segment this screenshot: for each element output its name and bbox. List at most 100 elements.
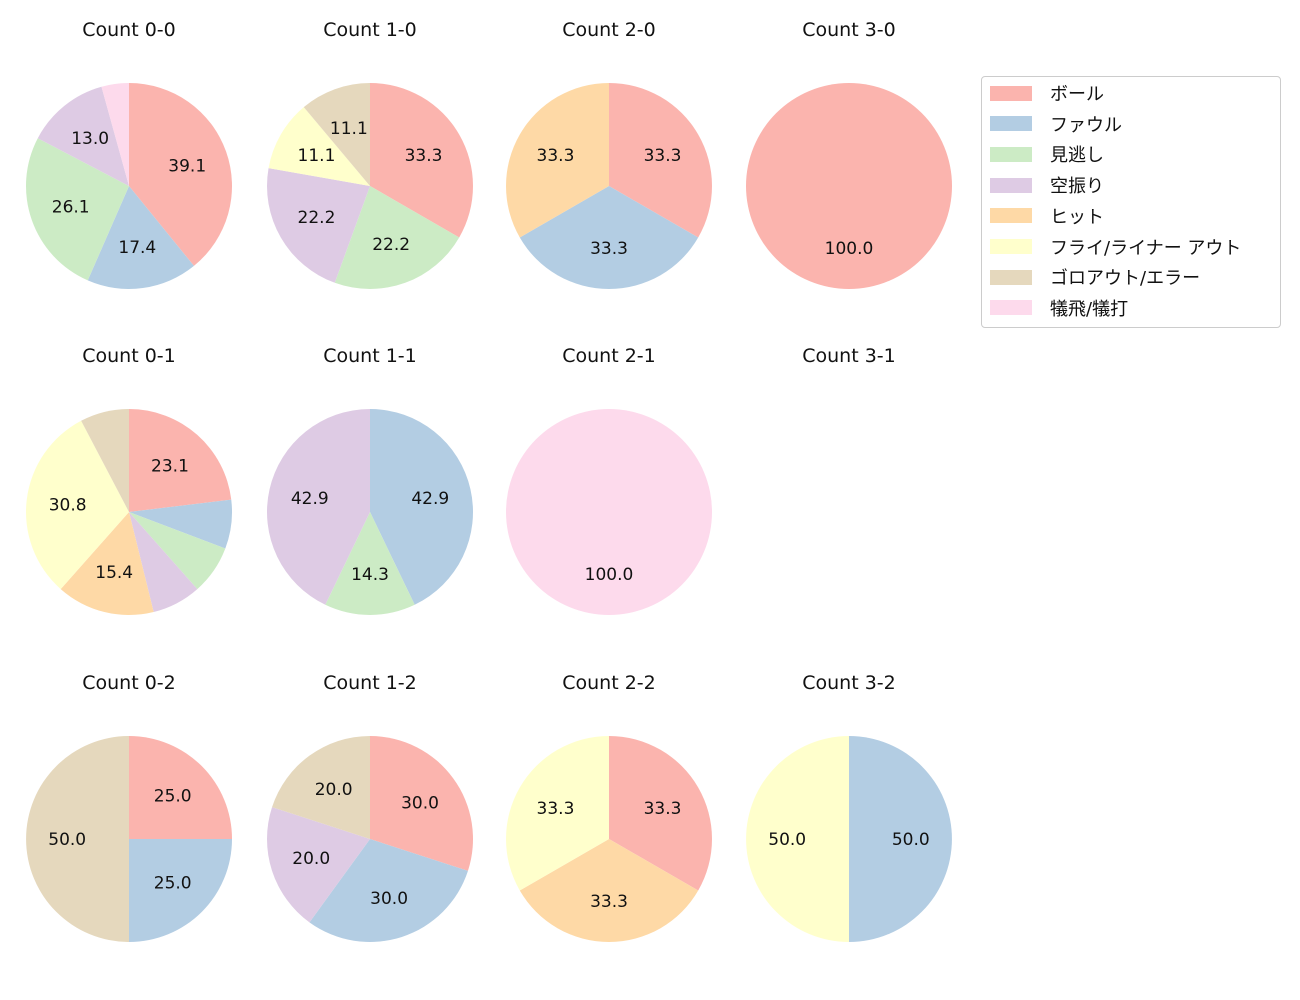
pie-data-label: 30.0 [401,794,439,814]
legend-swatch [990,300,1032,316]
legend-swatch [990,146,1032,162]
legend-item: ゴロアウト/エラー [990,267,1201,290]
pie-slice-4-1 [129,499,232,549]
pie-slice-10-5 [506,736,609,891]
pie-data-label: 33.3 [405,146,443,166]
legend-swatch [990,116,1032,132]
pie-data-label: 33.3 [644,146,682,166]
legend-item: ヒット [990,206,1104,228]
pie-title: Count 0-1 [82,345,176,367]
legend-swatch [990,85,1032,101]
pie-slice-4-0 [129,409,232,512]
pie-slice-9-0 [370,736,474,871]
pie-slice-4-5 [25,420,130,590]
pie-slice-0-1 [87,186,194,290]
pie-title: Count 1-2 [323,672,417,694]
pie-title: Count 2-0 [562,19,656,41]
pie-data-label: 33.3 [590,239,628,259]
pie-title: Count 3-1 [802,345,896,367]
pie-slice-1-3 [267,168,370,283]
pie-data-label: 15.4 [95,563,133,583]
pie-data-label: 50.0 [48,830,86,850]
pie-slice-11-5 [746,736,849,942]
legend-label: ヒット [1050,206,1104,228]
pie-slice-0-2 [25,138,130,281]
legend-label: 空振り [1050,176,1104,198]
pie-data-label: 23.1 [151,457,189,477]
pie-data-label: 30.0 [370,889,408,909]
pie-slice-5-3 [266,409,370,605]
legend-item: ファウル [990,114,1122,136]
pie-data-label: 100.0 [585,565,634,585]
pie-data-label: 26.1 [52,197,90,217]
pie-data-label: 30.8 [49,496,87,516]
legend-item: 犠飛/犠打 [990,298,1128,320]
pie-data-label: 25.0 [154,874,192,894]
legend-item: 空振り [990,175,1104,198]
pie-data-label: 20.0 [315,780,353,800]
pie-slice-8-0 [129,736,232,839]
pie-slice-5-2 [325,512,415,616]
pie-data-label: 22.2 [372,235,410,255]
pie-slice-1-0 [370,83,473,238]
pie-slice-1-2 [334,186,460,289]
legend-swatch [990,269,1032,285]
legend-label: ゴロアウト/エラー [1050,268,1201,290]
pie-title: Count 1-1 [323,345,417,367]
pie-slice-10-0 [609,736,712,891]
pie-title: Count 0-2 [82,672,176,694]
pie-data-label: 42.9 [291,489,329,509]
pie-slice-2-0 [609,83,712,238]
pie-slice-9-3 [267,807,370,923]
pie-slice-0-0 [129,83,233,266]
legend-label: ボール [1050,84,1104,105]
legend-label: ファウル [1050,114,1122,136]
pie-slice-9-6 [272,736,370,839]
pie-data-label: 33.3 [590,892,628,912]
legend-item: ボール [990,83,1104,105]
pie-data-label: 13.0 [71,129,109,149]
pie-title: Count 2-1 [562,345,656,367]
pie-data-label: 33.3 [537,799,575,819]
pie-slice-4-4 [60,512,154,615]
pie-data-label: 50.0 [892,830,930,850]
pie-slice-5-1 [370,409,474,605]
pie-slice-3-0 [746,83,952,289]
pie-slice-0-7 [101,83,129,186]
pie-slice-1-5 [268,107,370,186]
pie-data-label: 33.3 [644,799,682,819]
pie-title: Count 3-2 [802,672,896,694]
pie-data-label: 22.2 [298,208,336,228]
pie-slice-11-1 [849,736,952,942]
legend-item: フライ/ライナー アウト [990,237,1241,259]
pie-slice-4-3 [129,512,198,613]
legend-swatch [990,208,1032,224]
pie-data-label: 39.1 [168,156,206,176]
legend-label: 見逃し [1050,145,1104,167]
pie-data-label: 42.9 [411,489,449,509]
legend-swatch [990,177,1032,193]
pie-slice-0-3 [37,86,129,186]
pie-slice-4-2 [129,512,226,590]
pie-data-label: 14.3 [351,565,389,585]
pie-slice-8-6 [26,736,129,942]
pie-data-label: 50.0 [768,830,806,850]
pie-slice-10-4 [519,839,699,942]
pie-title: Count 3-0 [802,19,896,41]
pie-title: Count 2-2 [562,672,656,694]
pie-slice-2-4 [506,83,609,238]
pie-title: Count 1-0 [323,19,417,41]
pie-slice-1-6 [303,83,370,186]
pie-slice-8-1 [129,839,232,942]
pie-slice-2-1 [519,186,699,289]
pie-slice-9-1 [309,839,468,942]
pie-title: Count 0-0 [82,19,176,41]
legend: ボールファウル見逃し空振りヒットフライ/ライナー アウトゴロアウト/エラー犠飛/… [981,76,1281,328]
pie-data-label: 33.3 [537,146,575,166]
legend-swatch [990,239,1032,254]
pie-data-label: 100.0 [825,239,874,259]
pie-data-label: 20.0 [292,849,330,869]
pie-data-label: 25.0 [154,786,192,806]
pie-data-label: 17.4 [118,238,156,258]
